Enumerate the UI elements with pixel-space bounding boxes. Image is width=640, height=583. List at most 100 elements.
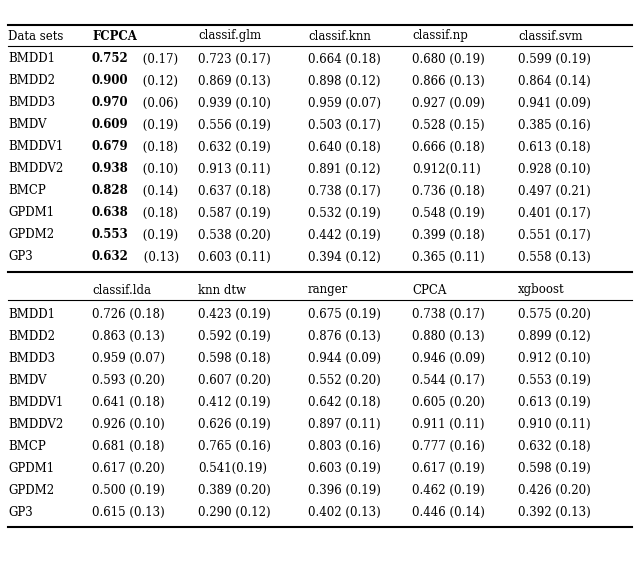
Text: 0.913 (0.11): 0.913 (0.11) xyxy=(198,163,271,175)
Text: 0.401 (0.17): 0.401 (0.17) xyxy=(518,206,591,220)
Text: 0.551 (0.17): 0.551 (0.17) xyxy=(518,229,591,241)
Text: 0.911 (0.11): 0.911 (0.11) xyxy=(412,417,484,430)
Text: FCPCA: FCPCA xyxy=(92,30,137,43)
Text: 0.912(0.11): 0.912(0.11) xyxy=(412,163,481,175)
Text: 0.803 (0.16): 0.803 (0.16) xyxy=(308,440,381,452)
Text: 0.928 (0.10): 0.928 (0.10) xyxy=(518,163,591,175)
Text: GPDM1: GPDM1 xyxy=(8,462,54,475)
Text: 0.365 (0.11): 0.365 (0.11) xyxy=(412,251,484,264)
Text: 0.666 (0.18): 0.666 (0.18) xyxy=(412,141,484,153)
Text: 0.926 (0.10): 0.926 (0.10) xyxy=(92,417,164,430)
Text: BMDD1: BMDD1 xyxy=(8,52,55,65)
Text: BMDD2: BMDD2 xyxy=(8,329,55,342)
Text: knn dtw: knn dtw xyxy=(198,283,246,297)
Text: 0.675 (0.19): 0.675 (0.19) xyxy=(308,307,381,321)
Text: BMDDV1: BMDDV1 xyxy=(8,395,63,409)
Text: 0.738 (0.17): 0.738 (0.17) xyxy=(412,307,484,321)
Text: 0.552 (0.20): 0.552 (0.20) xyxy=(308,374,381,387)
Text: BMDDV2: BMDDV2 xyxy=(8,417,63,430)
Text: 0.402 (0.13): 0.402 (0.13) xyxy=(308,505,381,518)
Text: 0.500 (0.19): 0.500 (0.19) xyxy=(92,483,165,497)
Text: 0.679: 0.679 xyxy=(92,141,129,153)
Text: 0.939 (0.10): 0.939 (0.10) xyxy=(198,97,271,110)
Text: 0.598 (0.18): 0.598 (0.18) xyxy=(198,352,271,364)
Text: BMDD3: BMDD3 xyxy=(8,97,55,110)
Text: BMDD3: BMDD3 xyxy=(8,352,55,364)
Text: 0.423 (0.19): 0.423 (0.19) xyxy=(198,307,271,321)
Text: 0.442 (0.19): 0.442 (0.19) xyxy=(308,229,381,241)
Text: (0.18): (0.18) xyxy=(140,141,179,153)
Text: 0.605 (0.20): 0.605 (0.20) xyxy=(412,395,485,409)
Text: 0.899 (0.12): 0.899 (0.12) xyxy=(518,329,591,342)
Text: 0.603 (0.11): 0.603 (0.11) xyxy=(198,251,271,264)
Text: GPDM2: GPDM2 xyxy=(8,483,54,497)
Text: 0.497 (0.21): 0.497 (0.21) xyxy=(518,184,591,198)
Text: 0.556 (0.19): 0.556 (0.19) xyxy=(198,118,271,132)
Text: 0.938: 0.938 xyxy=(92,163,129,175)
Text: (0.13): (0.13) xyxy=(140,251,179,264)
Text: 0.897 (0.11): 0.897 (0.11) xyxy=(308,417,381,430)
Text: 0.642 (0.18): 0.642 (0.18) xyxy=(308,395,381,409)
Text: GPDM1: GPDM1 xyxy=(8,206,54,220)
Text: 0.944 (0.09): 0.944 (0.09) xyxy=(308,352,381,364)
Text: 0.617 (0.19): 0.617 (0.19) xyxy=(412,462,484,475)
Text: 0.910 (0.11): 0.910 (0.11) xyxy=(518,417,591,430)
Text: 0.912 (0.10): 0.912 (0.10) xyxy=(518,352,591,364)
Text: 0.959 (0.07): 0.959 (0.07) xyxy=(308,97,381,110)
Text: 0.927 (0.09): 0.927 (0.09) xyxy=(412,97,485,110)
Text: 0.869 (0.13): 0.869 (0.13) xyxy=(198,75,271,87)
Text: 0.613 (0.19): 0.613 (0.19) xyxy=(518,395,591,409)
Text: 0.777 (0.16): 0.777 (0.16) xyxy=(412,440,485,452)
Text: 0.607 (0.20): 0.607 (0.20) xyxy=(198,374,271,387)
Text: 0.532 (0.19): 0.532 (0.19) xyxy=(308,206,381,220)
Text: 0.863 (0.13): 0.863 (0.13) xyxy=(92,329,164,342)
Text: 0.392 (0.13): 0.392 (0.13) xyxy=(518,505,591,518)
Text: 0.553: 0.553 xyxy=(92,229,129,241)
Text: 0.864 (0.14): 0.864 (0.14) xyxy=(518,75,591,87)
Text: BMDDV2: BMDDV2 xyxy=(8,163,63,175)
Text: GP3: GP3 xyxy=(8,505,33,518)
Text: classif.knn: classif.knn xyxy=(308,30,371,43)
Text: xgboost: xgboost xyxy=(518,283,564,297)
Text: 0.528 (0.15): 0.528 (0.15) xyxy=(412,118,484,132)
Text: 0.593 (0.20): 0.593 (0.20) xyxy=(92,374,165,387)
Text: 0.558 (0.13): 0.558 (0.13) xyxy=(518,251,591,264)
Text: (0.18): (0.18) xyxy=(140,206,179,220)
Text: GPDM2: GPDM2 xyxy=(8,229,54,241)
Text: (0.12): (0.12) xyxy=(140,75,179,87)
Text: GP3: GP3 xyxy=(8,251,33,264)
Text: 0.828: 0.828 xyxy=(92,184,129,198)
Text: 0.615 (0.13): 0.615 (0.13) xyxy=(92,505,164,518)
Text: 0.385 (0.16): 0.385 (0.16) xyxy=(518,118,591,132)
Text: 0.891 (0.12): 0.891 (0.12) xyxy=(308,163,381,175)
Text: 0.503 (0.17): 0.503 (0.17) xyxy=(308,118,381,132)
Text: 0.946 (0.09): 0.946 (0.09) xyxy=(412,352,485,364)
Text: 0.446 (0.14): 0.446 (0.14) xyxy=(412,505,485,518)
Text: BMDDV1: BMDDV1 xyxy=(8,141,63,153)
Text: 0.632 (0.18): 0.632 (0.18) xyxy=(518,440,591,452)
Text: 0.641 (0.18): 0.641 (0.18) xyxy=(92,395,164,409)
Text: (0.17): (0.17) xyxy=(140,52,179,65)
Text: (0.19): (0.19) xyxy=(140,118,179,132)
Text: (0.19): (0.19) xyxy=(140,229,179,241)
Text: (0.06): (0.06) xyxy=(140,97,179,110)
Text: 0.609: 0.609 xyxy=(92,118,129,132)
Text: classif.svm: classif.svm xyxy=(518,30,582,43)
Text: 0.603 (0.19): 0.603 (0.19) xyxy=(308,462,381,475)
Text: 0.399 (0.18): 0.399 (0.18) xyxy=(412,229,484,241)
Text: BMCP: BMCP xyxy=(8,440,45,452)
Text: 0.900: 0.900 xyxy=(92,75,129,87)
Text: 0.632: 0.632 xyxy=(92,251,129,264)
Text: BMDD2: BMDD2 xyxy=(8,75,55,87)
Text: 0.394 (0.12): 0.394 (0.12) xyxy=(308,251,381,264)
Text: 0.723 (0.17): 0.723 (0.17) xyxy=(198,52,271,65)
Text: 0.426 (0.20): 0.426 (0.20) xyxy=(518,483,591,497)
Text: 0.876 (0.13): 0.876 (0.13) xyxy=(308,329,381,342)
Text: 0.736 (0.18): 0.736 (0.18) xyxy=(412,184,484,198)
Text: classif.glm: classif.glm xyxy=(198,30,261,43)
Text: 0.752: 0.752 xyxy=(92,52,129,65)
Text: 0.637 (0.18): 0.637 (0.18) xyxy=(198,184,271,198)
Text: 0.632 (0.19): 0.632 (0.19) xyxy=(198,141,271,153)
Text: BMCP: BMCP xyxy=(8,184,45,198)
Text: 0.880 (0.13): 0.880 (0.13) xyxy=(412,329,484,342)
